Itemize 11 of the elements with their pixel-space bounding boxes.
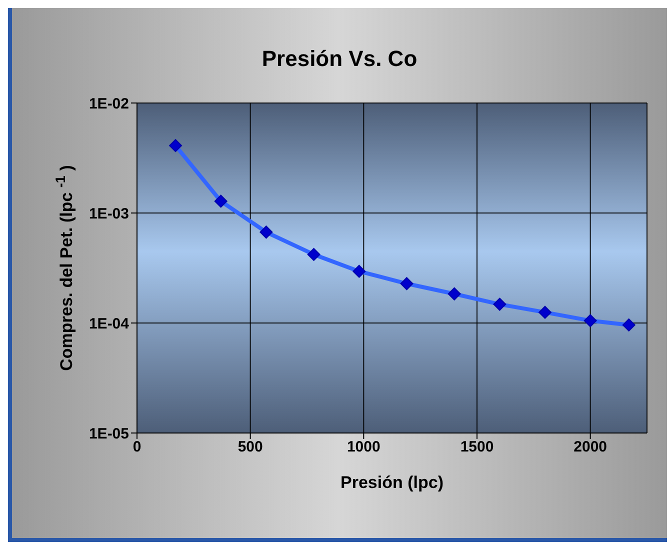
x-tick-label: 1500	[460, 438, 494, 456]
y-tick-label: 1E-04	[88, 315, 130, 332]
y-tick-label: 1E-03	[88, 205, 129, 222]
y-tick-label: 1E-05	[88, 425, 129, 442]
x-tick-label: 0	[132, 438, 142, 456]
x-tick-label: 1000	[346, 438, 380, 456]
x-axis-title: Presión (lpc)	[340, 473, 444, 492]
x-tick-label: 500	[238, 438, 263, 456]
chart-title: Presión Vs. Co	[260, 46, 418, 72]
y-tick-label: 1E-02	[88, 95, 129, 112]
x-tick-label: 2000	[574, 438, 608, 456]
